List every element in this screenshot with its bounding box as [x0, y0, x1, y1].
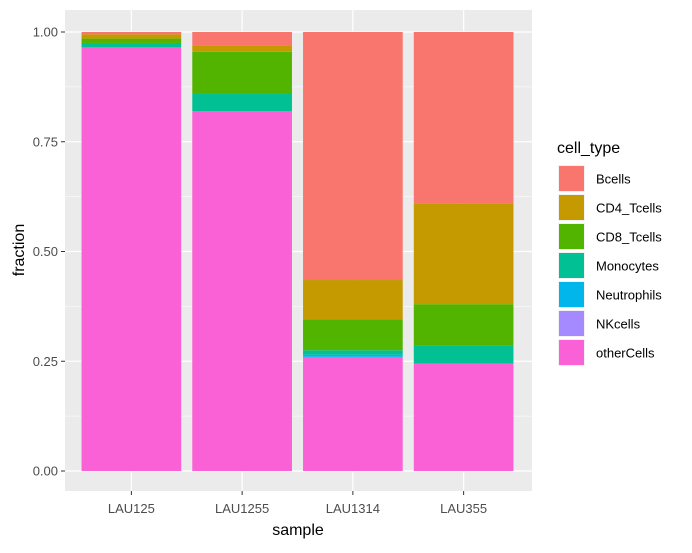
bar-segment-otherCells-LAU1314 [303, 356, 403, 471]
y-tick-label: 1.00 [33, 25, 58, 40]
y-tick-label: 0.50 [33, 244, 58, 259]
legend-swatch-CD8_Tcells [559, 224, 584, 249]
y-tick-label: 0.75 [33, 134, 58, 149]
legend-swatch-Neutrophils [559, 282, 584, 307]
bar-segment-otherCells-LAU1255 [192, 111, 292, 472]
bar-segment-Monocytes-LAU355 [413, 345, 514, 364]
bar-segment-CD4_Tcells-LAU1255 [192, 45, 292, 52]
bar-segment-otherCells-LAU355 [413, 363, 514, 471]
legend-label-Monocytes: Monocytes [596, 259, 659, 274]
bar-segment-Monocytes-LAU1255 [192, 93, 292, 112]
bar-segment-CD8_Tcells-LAU355 [413, 304, 514, 346]
legend-swatch-Bcells [559, 166, 584, 191]
x-tick-label: LAU1255 [215, 501, 269, 516]
legend-label-otherCells: otherCells [596, 346, 655, 361]
bar-segment-Monocytes-LAU125 [81, 42, 182, 48]
bar-segment-Bcells-LAU1314 [303, 32, 403, 281]
bar-segment-Monocytes-LAU1314 [303, 350, 403, 355]
bar-segment-CD8_Tcells-LAU1255 [192, 51, 292, 94]
legend-label-Neutrophils: Neutrophils [596, 288, 662, 303]
bar-segment-Bcells-LAU355 [413, 32, 514, 204]
bar-segment-Bcells-LAU125 [81, 32, 182, 35]
bar-segment-otherCells-LAU125 [81, 47, 182, 472]
legend-swatch-Monocytes [559, 253, 584, 278]
y-axis-title: fraction [11, 224, 28, 276]
legend-swatch-otherCells [559, 340, 584, 365]
legend-title: cell_type [557, 140, 620, 157]
bar-segment-CD4_Tcells-LAU125 [81, 34, 182, 39]
x-axis-title: sample [272, 522, 324, 539]
y-tick-label: 0.25 [33, 354, 58, 369]
x-tick-label: LAU1314 [326, 501, 380, 516]
legend: cell_type Bcells CD4_Tcells CD8_Tcells Mono… [557, 140, 662, 366]
y-tick-label: 0.00 [33, 464, 58, 479]
x-tick-label: LAU355 [440, 501, 487, 516]
legend-label-NKcells: NKcells [596, 317, 641, 332]
x-axis: LAU125 LAU1255 LAU1314 LAU355 [108, 491, 487, 516]
legend-swatch-CD4_Tcells [559, 195, 584, 220]
legend-label-CD4_Tcells: CD4_Tcells [596, 201, 662, 216]
bar-segment-CD4_Tcells-LAU1314 [303, 280, 403, 320]
bar-segment-CD8_Tcells-LAU1314 [303, 319, 403, 351]
bar-segment-CD4_Tcells-LAU355 [413, 203, 514, 305]
bar-segment-Bcells-LAU1255 [192, 32, 292, 46]
bar-segment-Neutrophils-LAU1314 [303, 354, 403, 357]
legend-label-Bcells: Bcells [596, 172, 631, 187]
legend-label-CD8_Tcells: CD8_Tcells [596, 230, 662, 245]
x-tick-label: LAU125 [108, 501, 155, 516]
legend-swatch-NKcells [559, 311, 584, 336]
bar-segment-CD8_Tcells-LAU125 [81, 38, 182, 43]
y-axis: 0.00 0.25 0.50 0.75 1.00 [33, 25, 65, 479]
bars-group [81, 32, 514, 472]
